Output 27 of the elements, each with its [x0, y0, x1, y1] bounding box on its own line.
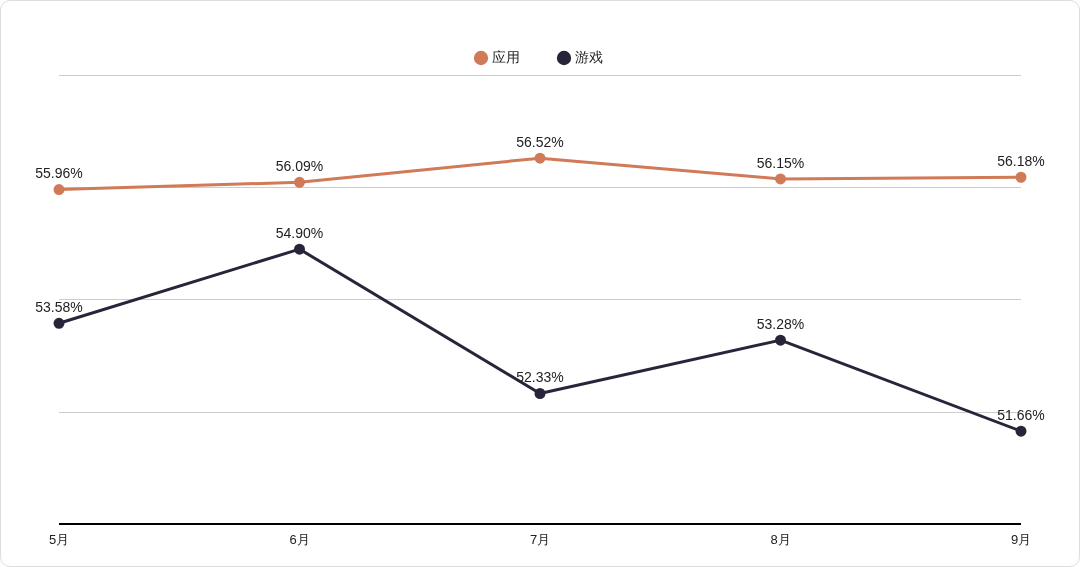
- point: [294, 243, 305, 255]
- x-tick-label: 8月: [770, 531, 791, 547]
- legend-label: 应用: [492, 48, 520, 65]
- legend-label: 游戏: [575, 48, 603, 65]
- point: [53, 317, 65, 329]
- point: [534, 388, 546, 400]
- x-tick-label: 9月: [1010, 531, 1032, 547]
- point: [775, 173, 786, 185]
- data-label: 53.58%: [35, 299, 83, 316]
- point: [775, 334, 786, 346]
- data-label: 56.18%: [997, 153, 1045, 170]
- x-tick-label: 6月: [289, 531, 310, 547]
- data-label: 54.90%: [275, 225, 324, 241]
- point: [53, 184, 65, 196]
- data-label: 53.28%: [756, 316, 805, 333]
- point: [1015, 171, 1027, 183]
- x-tick-label: 7月: [529, 531, 551, 547]
- data-label: 52.33%: [516, 369, 564, 386]
- data-label: 56.52%: [516, 134, 564, 150]
- point: [294, 176, 305, 188]
- point: [534, 152, 546, 164]
- data-label: 55.96%: [35, 165, 83, 182]
- data-label: 56.15%: [756, 154, 805, 171]
- data-label: 51.66%: [997, 407, 1045, 424]
- x-tick-label: 5月: [48, 531, 70, 547]
- point: [1015, 425, 1027, 437]
- data-label: 56.09%: [275, 158, 324, 175]
